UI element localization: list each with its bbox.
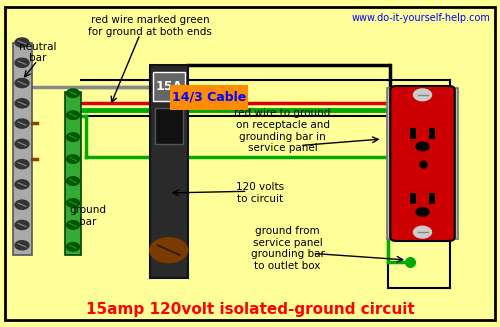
- Circle shape: [66, 155, 80, 163]
- Circle shape: [414, 226, 432, 238]
- Text: 15amp 120volt isolated-ground circuit: 15amp 120volt isolated-ground circuit: [86, 301, 414, 317]
- Circle shape: [66, 243, 80, 251]
- Bar: [150, 65, 188, 278]
- Bar: [410, 193, 416, 204]
- Text: neutral
bar: neutral bar: [19, 42, 56, 63]
- Text: red wire to ground
on receptacle and
grounding bar in
service panel: red wire to ground on receptacle and gro…: [234, 108, 330, 153]
- Bar: [155, 108, 182, 144]
- Circle shape: [15, 160, 29, 169]
- Circle shape: [15, 119, 29, 128]
- Bar: [152, 72, 185, 101]
- Text: ground from
service panel
grounding bar
to outlet box: ground from service panel grounding bar …: [250, 226, 324, 271]
- Text: 120 volts
to circuit: 120 volts to circuit: [236, 182, 284, 204]
- Circle shape: [66, 199, 80, 207]
- Bar: [429, 193, 435, 204]
- Circle shape: [416, 142, 429, 151]
- FancyBboxPatch shape: [170, 85, 248, 110]
- Circle shape: [15, 78, 29, 88]
- Circle shape: [15, 180, 29, 189]
- Circle shape: [416, 208, 429, 216]
- Bar: [65, 92, 81, 255]
- Bar: [410, 128, 416, 139]
- Circle shape: [66, 221, 80, 229]
- Circle shape: [15, 220, 29, 230]
- Circle shape: [66, 177, 80, 185]
- Circle shape: [66, 111, 80, 119]
- Text: ground
bar: ground bar: [69, 205, 106, 227]
- Bar: [429, 128, 435, 139]
- Circle shape: [15, 99, 29, 108]
- Bar: [12, 43, 32, 255]
- Circle shape: [414, 89, 432, 101]
- Circle shape: [15, 200, 29, 209]
- Circle shape: [150, 238, 188, 263]
- Bar: [387, 88, 458, 239]
- Circle shape: [15, 241, 29, 250]
- Text: 14/3 Cable: 14/3 Cable: [172, 91, 246, 104]
- Circle shape: [66, 133, 80, 141]
- Circle shape: [15, 58, 29, 67]
- Circle shape: [15, 38, 29, 47]
- FancyBboxPatch shape: [390, 86, 455, 241]
- Text: www.do-it-yourself-help.com: www.do-it-yourself-help.com: [351, 13, 490, 23]
- Circle shape: [15, 139, 29, 148]
- Circle shape: [66, 89, 80, 97]
- Text: 15A: 15A: [155, 80, 182, 93]
- Text: red wire marked green
for ground at both ends: red wire marked green for ground at both…: [88, 15, 212, 37]
